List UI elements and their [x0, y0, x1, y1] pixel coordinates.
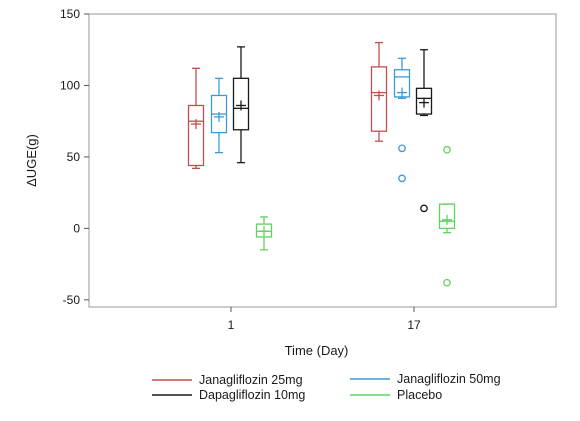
x-tick-label: 1 [228, 318, 235, 332]
plot-frame [88, 13, 557, 308]
outlier-point [443, 278, 451, 287]
box-iqr [187, 104, 205, 167]
legend-label: Dapagliflozin 10mg [199, 388, 305, 402]
box-janagliflozin-50mg-day-17 [393, 57, 411, 183]
outlier-point [398, 174, 406, 183]
box-janagliflozin-25mg-day-1 [187, 67, 205, 170]
box-placebo-day-1 [255, 216, 273, 251]
legend-label: Placebo [397, 388, 442, 402]
box-iqr [232, 77, 250, 131]
box-janagliflozin-25mg-day-17 [370, 41, 388, 142]
box-placebo-day-17 [438, 145, 456, 287]
box-iqr [415, 87, 433, 115]
outlier-point [443, 145, 451, 154]
legend: Janagliflozin 25mg Janagliflozin 50mg Dapa… [152, 372, 501, 402]
x-axis-title: Time (Day) [285, 343, 349, 358]
outlier-point [420, 204, 428, 213]
box-dapagliflozin-10mg-day-17 [415, 49, 433, 213]
legend-label: Janagliflozin 50mg [397, 372, 501, 386]
box-iqr [370, 66, 388, 132]
x-tick-label: 17 [407, 318, 421, 332]
y-tick-label: -50 [63, 293, 81, 307]
outlier-point [398, 144, 406, 153]
y-axis-title: ΔUGE(g) [24, 134, 39, 187]
box-janagliflozin-50mg-day-1 [210, 77, 228, 154]
box-iqr [438, 203, 456, 230]
y-tick-label: 150 [60, 7, 80, 21]
box-dapagliflozin-10mg-day-1 [232, 46, 250, 164]
y-tick-label: 100 [60, 78, 80, 92]
box-iqr [255, 223, 273, 238]
plot-area: -50 0 50 100 150 1 17 Time (Day) ΔUGE(g) [24, 7, 557, 358]
y-tick-label: 0 [73, 221, 80, 235]
y-tick-label: 50 [67, 150, 81, 164]
legend-label: Janagliflozin 25mg [199, 373, 303, 387]
